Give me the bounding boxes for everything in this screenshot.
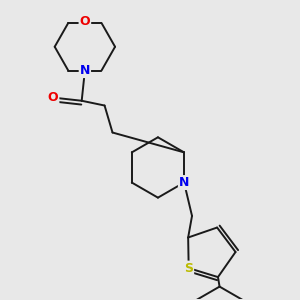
Text: O: O — [48, 91, 58, 104]
Text: O: O — [80, 16, 90, 28]
Text: S: S — [184, 262, 193, 275]
Text: N: N — [80, 64, 90, 77]
Text: N: N — [179, 176, 189, 189]
